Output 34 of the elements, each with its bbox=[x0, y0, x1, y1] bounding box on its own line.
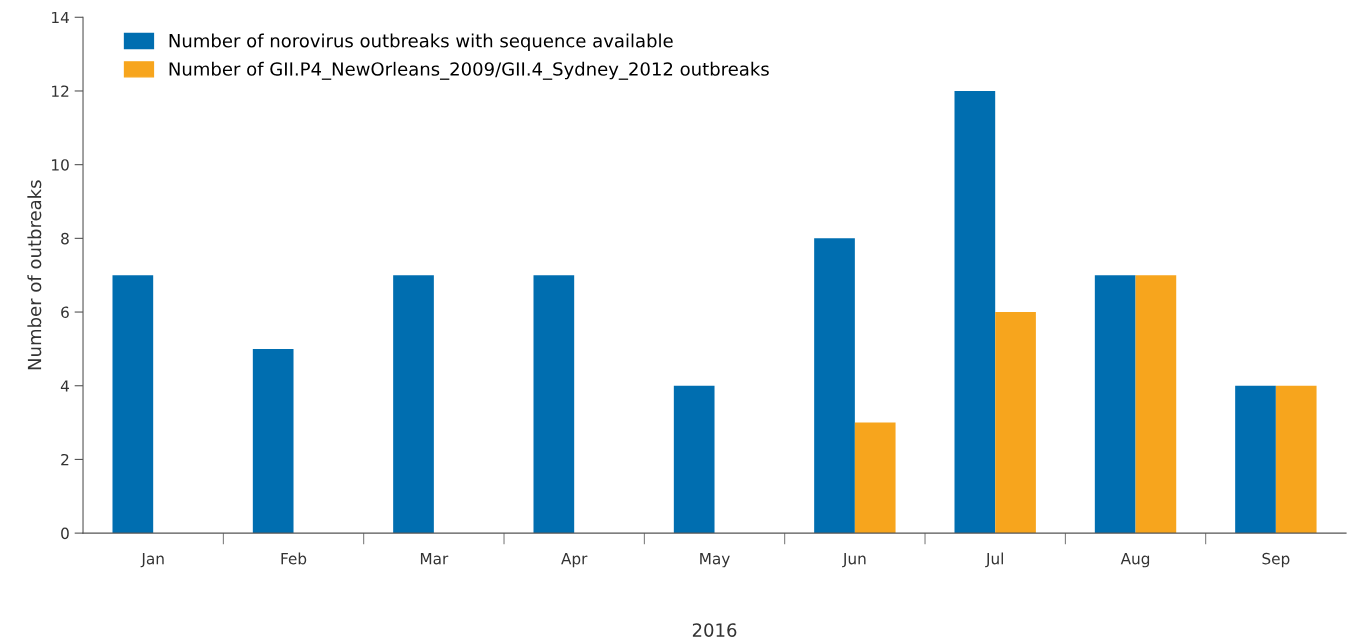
x-tick-label: Aug bbox=[1120, 553, 1150, 568]
bar bbox=[673, 385, 715, 534]
x-tick-label: May bbox=[700, 553, 730, 568]
bar bbox=[854, 422, 896, 534]
y-tick-label: 6 bbox=[61, 306, 69, 319]
y-axis-title: Number of outbreaks bbox=[27, 180, 42, 370]
bar bbox=[252, 348, 294, 534]
y-tick-label: 2 bbox=[61, 453, 69, 466]
bar bbox=[112, 275, 154, 534]
y-tick-label: 4 bbox=[60, 380, 69, 392]
bar bbox=[1135, 275, 1177, 534]
bar bbox=[393, 275, 434, 534]
y-tick-label: 10 bbox=[52, 159, 69, 171]
x-tick-label: Mar bbox=[420, 553, 449, 565]
legend-label: Number of GII.P4_NewOrleans_2009/GII.4_Sydney_2012 outbreaks bbox=[169, 61, 769, 80]
bar bbox=[1094, 275, 1136, 534]
legend-label: Number of norovirus outbreaks with sequence available bbox=[169, 33, 673, 52]
y-tick-label: 12 bbox=[52, 85, 69, 97]
x-tick-label: Jan bbox=[140, 553, 164, 568]
x-tick-label: Jul bbox=[985, 552, 1003, 568]
bar bbox=[995, 312, 1036, 534]
y-tick-label: 14 bbox=[52, 11, 69, 24]
x-tick-label: Feb bbox=[281, 552, 307, 565]
x-tick-label: Apr bbox=[561, 553, 588, 568]
bar bbox=[814, 238, 855, 534]
x-tick-label: Sep bbox=[1262, 552, 1290, 568]
x-axis-title: 2016 bbox=[692, 623, 737, 637]
bar bbox=[954, 90, 996, 534]
y-tick-label: 8 bbox=[61, 232, 69, 245]
bar bbox=[1275, 385, 1317, 534]
bar bbox=[533, 275, 575, 534]
x-tick-label: Jun bbox=[842, 553, 866, 568]
bar bbox=[1235, 385, 1276, 534]
y-tick-label: 0 bbox=[61, 527, 69, 540]
